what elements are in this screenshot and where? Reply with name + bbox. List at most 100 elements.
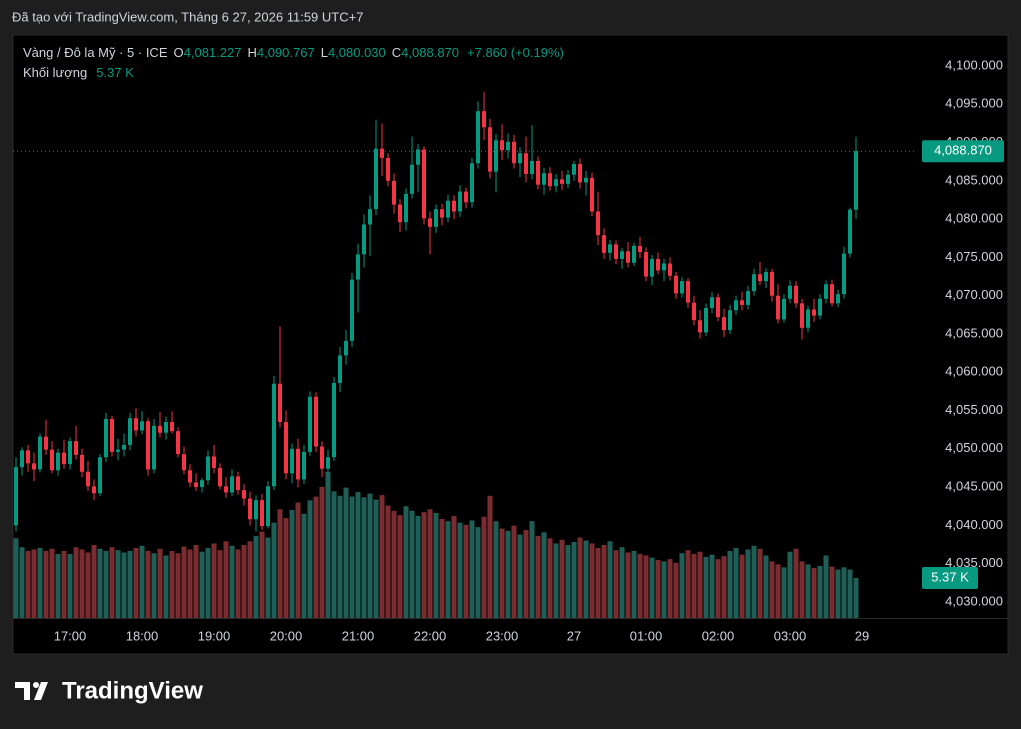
volume-bar — [577, 537, 583, 618]
candle-body — [770, 271, 774, 296]
legend: Vàng / Đô la Mỹ · 5 · ICE O4,081.227 H4,09… — [23, 45, 564, 60]
candle-body — [188, 470, 192, 483]
volume-bar — [13, 538, 19, 618]
volume-bar — [229, 545, 235, 618]
volume-bar — [541, 532, 547, 618]
candle-body — [818, 298, 822, 316]
volume-bar — [559, 539, 565, 618]
volume-bar — [397, 515, 403, 618]
candle-body — [668, 263, 672, 276]
candle-body — [170, 422, 174, 432]
logo-dot — [33, 682, 39, 688]
x-tick-label: 29 — [855, 628, 869, 643]
volume-bar — [805, 564, 811, 618]
volume-bar — [721, 556, 727, 618]
volume-bar — [487, 495, 493, 618]
volume-bar — [451, 515, 457, 618]
candle-body — [662, 263, 666, 271]
volume-bar — [253, 536, 259, 618]
volume-bar — [337, 495, 343, 618]
candles — [14, 92, 858, 532]
candle-body — [164, 422, 168, 433]
volume-title: Khối lượng — [23, 65, 87, 80]
volume-bar — [691, 553, 697, 618]
volume-bar — [673, 562, 679, 618]
open-key: O — [174, 45, 184, 60]
volume-bar — [193, 544, 199, 618]
candle-body — [296, 448, 300, 480]
volume-bar — [637, 553, 643, 618]
candle-body — [140, 421, 144, 431]
candle-body — [146, 421, 150, 470]
volume-bar — [529, 521, 535, 618]
volume-bar — [679, 553, 685, 618]
x-tick-label: 20:00 — [270, 628, 303, 643]
logo-text: TradingView — [62, 677, 203, 704]
last-price-box — [922, 140, 1004, 163]
volume-bar — [601, 544, 607, 618]
volume-bar — [187, 549, 193, 618]
volume-bar — [121, 552, 127, 618]
candle-body — [500, 140, 504, 151]
candle-body — [104, 418, 108, 458]
candle-body — [374, 148, 378, 210]
volume-bar — [583, 540, 589, 618]
volume-bar — [595, 547, 601, 618]
candle-body — [566, 174, 570, 184]
volume-bar — [289, 509, 295, 618]
volume-bar — [151, 553, 157, 618]
candle-body — [644, 252, 648, 277]
candle-body — [206, 456, 210, 481]
candle-body — [230, 476, 234, 493]
volume-bar — [175, 553, 181, 618]
volume-bar — [205, 547, 211, 618]
candle-body — [284, 422, 288, 474]
volume-bar — [703, 556, 709, 618]
volume-bar — [295, 502, 301, 618]
candle-body — [194, 482, 198, 488]
volume-bar — [79, 549, 85, 618]
volume-bar — [403, 506, 409, 618]
candle-body — [782, 298, 786, 320]
volume-bar — [331, 491, 337, 618]
candle-body — [320, 446, 324, 469]
candle-body — [386, 157, 390, 181]
candle-body — [800, 303, 804, 328]
y-tick-label: 4,075.000 — [945, 249, 1003, 264]
volume-bar — [91, 544, 97, 618]
candle-body — [134, 418, 138, 431]
candle-body — [92, 486, 96, 494]
volume-bar — [427, 509, 433, 618]
volume-bar — [535, 536, 541, 618]
y-tick-label: 4,050.000 — [945, 440, 1003, 455]
candle-body — [812, 309, 816, 316]
candle-body — [794, 285, 798, 304]
volume-bar — [787, 551, 793, 618]
candle-body — [86, 471, 90, 487]
candle-body — [392, 180, 396, 205]
y-tick-label: 4,045.000 — [945, 479, 1003, 494]
candle-body — [212, 456, 216, 468]
volume-bar — [661, 561, 667, 618]
close-value: 4,088.870 — [401, 45, 459, 60]
volume-bar — [445, 521, 451, 618]
volume-bar — [841, 567, 847, 618]
candle-body — [14, 467, 18, 526]
candle-body — [536, 160, 540, 185]
volume-bar — [511, 525, 517, 618]
last-volume-label: 5.37 K — [931, 569, 969, 584]
volume-bar — [745, 549, 751, 618]
candle-body — [650, 258, 654, 277]
y-tick-label: 4,060.000 — [945, 364, 1003, 379]
volume-bar — [517, 534, 523, 618]
candle-body — [614, 244, 618, 259]
candle-body — [266, 486, 270, 527]
y-tick-label: 4,035.000 — [945, 555, 1003, 570]
candle-body — [722, 317, 726, 331]
volume-bar — [181, 546, 187, 618]
candle-body — [518, 153, 522, 164]
volume-bar — [667, 559, 673, 618]
volume-bar — [109, 547, 115, 618]
candle-body — [476, 111, 480, 164]
